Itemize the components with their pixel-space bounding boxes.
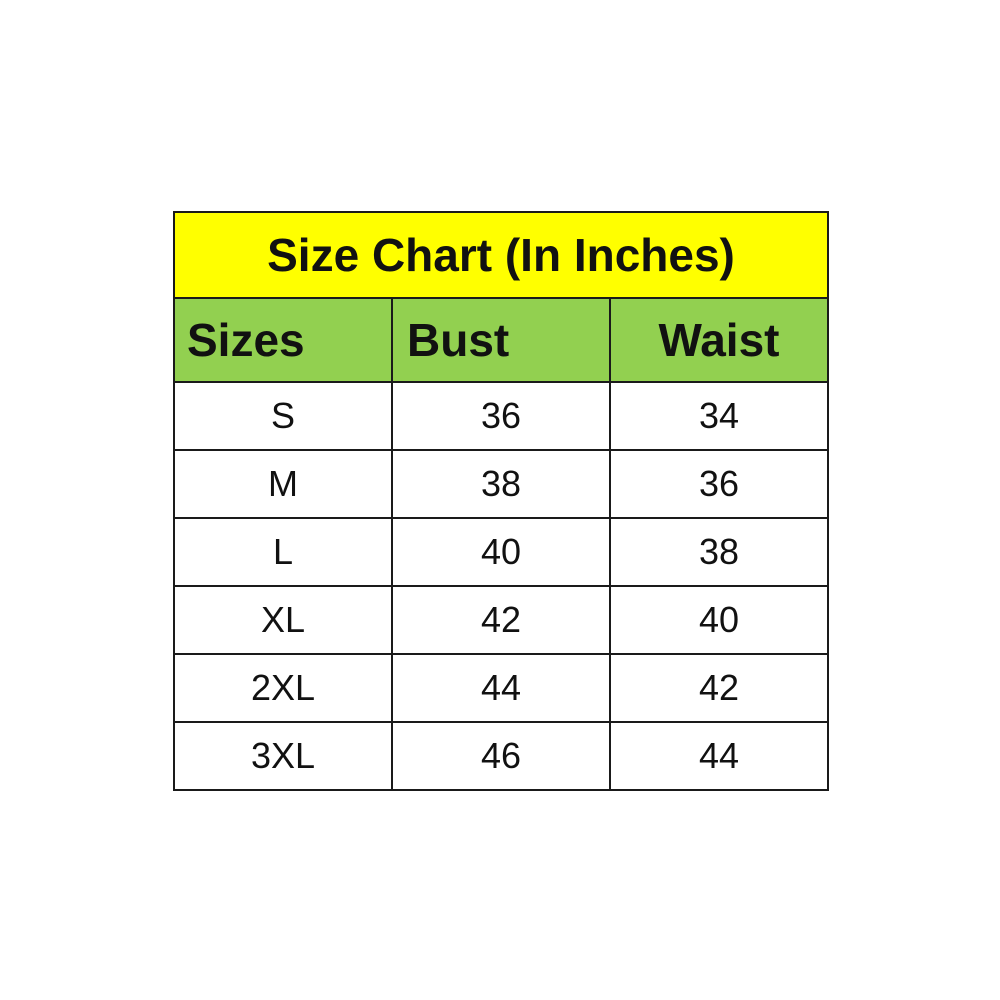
bust-cell: 44 [391,653,611,723]
bust-cell: 46 [391,721,611,791]
header-sizes: Sizes [173,297,393,383]
table-row: S 36 34 [173,381,829,451]
header-bust: Bust [391,297,611,383]
header-row: Sizes Bust Waist [173,297,829,383]
waist-cell: 42 [609,653,829,723]
waist-cell: 38 [609,517,829,587]
size-chart-table: Size Chart (In Inches) Sizes Bust Waist … [173,211,829,791]
waist-cell: 40 [609,585,829,655]
table-row: XL 42 40 [173,585,829,655]
size-cell: M [173,449,393,519]
header-waist: Waist [609,297,829,383]
bust-cell: 36 [391,381,611,451]
table-row: M 38 36 [173,449,829,519]
waist-cell: 44 [609,721,829,791]
bust-cell: 42 [391,585,611,655]
size-cell: 3XL [173,721,393,791]
waist-cell: 36 [609,449,829,519]
bust-cell: 38 [391,449,611,519]
size-cell: L [173,517,393,587]
table-row: L 40 38 [173,517,829,587]
size-cell: S [173,381,393,451]
size-cell: XL [173,585,393,655]
table-title: Size Chart (In Inches) [173,211,829,299]
size-cell: 2XL [173,653,393,723]
waist-cell: 34 [609,381,829,451]
bust-cell: 40 [391,517,611,587]
table-row: 2XL 44 42 [173,653,829,723]
table-row: 3XL 46 44 [173,721,829,791]
